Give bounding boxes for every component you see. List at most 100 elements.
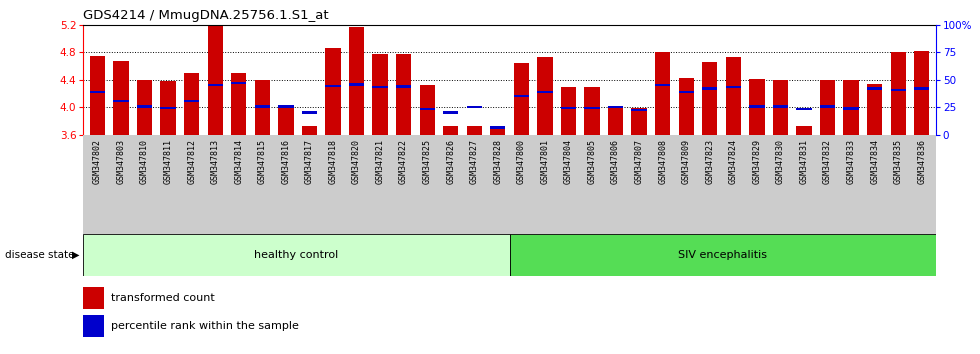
- Bar: [867, 84, 882, 135]
- Bar: [537, 91, 553, 93]
- Text: GSM347812: GSM347812: [187, 139, 196, 184]
- Bar: [867, 87, 882, 90]
- Text: GSM347807: GSM347807: [635, 139, 644, 184]
- Bar: [631, 109, 647, 111]
- Text: GSM347821: GSM347821: [375, 139, 384, 184]
- Text: SIV encephalitis: SIV encephalitis: [678, 250, 767, 260]
- Text: GSM347823: GSM347823: [706, 139, 714, 184]
- Bar: [750, 79, 764, 135]
- Bar: [844, 107, 858, 110]
- Bar: [419, 85, 435, 135]
- Text: GSM347803: GSM347803: [117, 139, 125, 184]
- Bar: [914, 51, 929, 135]
- Text: transformed count: transformed count: [111, 293, 215, 303]
- Bar: [278, 108, 293, 135]
- Bar: [702, 87, 717, 90]
- Bar: [90, 91, 105, 93]
- Text: GSM347835: GSM347835: [894, 139, 903, 184]
- Bar: [631, 108, 647, 135]
- Text: GSM347822: GSM347822: [399, 139, 408, 184]
- Bar: [820, 80, 835, 135]
- Bar: [510, 234, 936, 276]
- Bar: [514, 63, 529, 135]
- Text: ▶: ▶: [72, 250, 79, 260]
- Bar: [83, 287, 104, 309]
- Bar: [396, 85, 412, 88]
- Bar: [278, 105, 293, 108]
- Bar: [396, 54, 412, 135]
- Bar: [678, 91, 694, 93]
- Bar: [208, 25, 222, 135]
- Bar: [820, 105, 835, 108]
- Text: GSM347831: GSM347831: [800, 139, 808, 184]
- Text: GSM347805: GSM347805: [588, 139, 597, 184]
- Bar: [844, 80, 858, 135]
- Text: GSM347830: GSM347830: [776, 139, 785, 184]
- Bar: [797, 126, 811, 135]
- Bar: [466, 126, 482, 135]
- Bar: [137, 80, 152, 135]
- Text: GSM347826: GSM347826: [446, 139, 456, 184]
- Bar: [325, 85, 341, 87]
- Bar: [443, 112, 459, 114]
- Bar: [678, 78, 694, 135]
- Text: GDS4214 / MmugDNA.25756.1.S1_at: GDS4214 / MmugDNA.25756.1.S1_at: [83, 9, 329, 22]
- Bar: [443, 126, 459, 135]
- Text: GSM347834: GSM347834: [870, 139, 879, 184]
- Bar: [702, 62, 717, 135]
- Text: disease state: disease state: [5, 250, 74, 260]
- Text: GSM347824: GSM347824: [729, 139, 738, 184]
- Bar: [184, 100, 199, 102]
- Text: GSM347816: GSM347816: [281, 139, 290, 184]
- Text: GSM347833: GSM347833: [847, 139, 856, 184]
- Text: GSM347828: GSM347828: [493, 139, 503, 184]
- Bar: [726, 86, 741, 88]
- Bar: [208, 84, 222, 86]
- Bar: [797, 108, 811, 110]
- Bar: [655, 52, 670, 135]
- Bar: [773, 80, 788, 135]
- Text: GSM347825: GSM347825: [422, 139, 431, 184]
- Bar: [750, 105, 764, 108]
- Bar: [490, 126, 506, 129]
- Text: GSM347814: GSM347814: [234, 139, 243, 184]
- Text: GSM347806: GSM347806: [612, 139, 620, 184]
- Text: GSM347817: GSM347817: [305, 139, 314, 184]
- Bar: [608, 106, 623, 108]
- Bar: [655, 84, 670, 86]
- Text: GSM347804: GSM347804: [564, 139, 573, 184]
- Bar: [466, 106, 482, 108]
- Bar: [608, 107, 623, 135]
- Text: GSM347829: GSM347829: [753, 139, 761, 184]
- Bar: [584, 87, 600, 135]
- Bar: [161, 107, 175, 109]
- Text: GSM347802: GSM347802: [93, 139, 102, 184]
- Bar: [891, 52, 906, 135]
- Bar: [773, 105, 788, 108]
- Bar: [90, 56, 105, 135]
- Text: percentile rank within the sample: percentile rank within the sample: [111, 321, 299, 331]
- Bar: [255, 80, 270, 135]
- Bar: [561, 87, 576, 135]
- Bar: [231, 73, 246, 135]
- Text: healthy control: healthy control: [255, 250, 338, 260]
- Text: GSM347800: GSM347800: [516, 139, 526, 184]
- Bar: [537, 57, 553, 135]
- Bar: [114, 100, 128, 102]
- Text: GSM347809: GSM347809: [682, 139, 691, 184]
- Bar: [914, 87, 929, 90]
- Text: GSM347801: GSM347801: [540, 139, 550, 184]
- Bar: [349, 83, 365, 86]
- Bar: [891, 89, 906, 91]
- Bar: [419, 108, 435, 110]
- Bar: [161, 81, 175, 135]
- Bar: [325, 48, 341, 135]
- Text: GSM347810: GSM347810: [140, 139, 149, 184]
- Text: GSM347820: GSM347820: [352, 139, 361, 184]
- Text: GSM347808: GSM347808: [659, 139, 667, 184]
- Text: GSM347813: GSM347813: [211, 139, 220, 184]
- Bar: [514, 95, 529, 97]
- Bar: [302, 112, 318, 114]
- Bar: [302, 126, 318, 135]
- Text: GSM347811: GSM347811: [164, 139, 172, 184]
